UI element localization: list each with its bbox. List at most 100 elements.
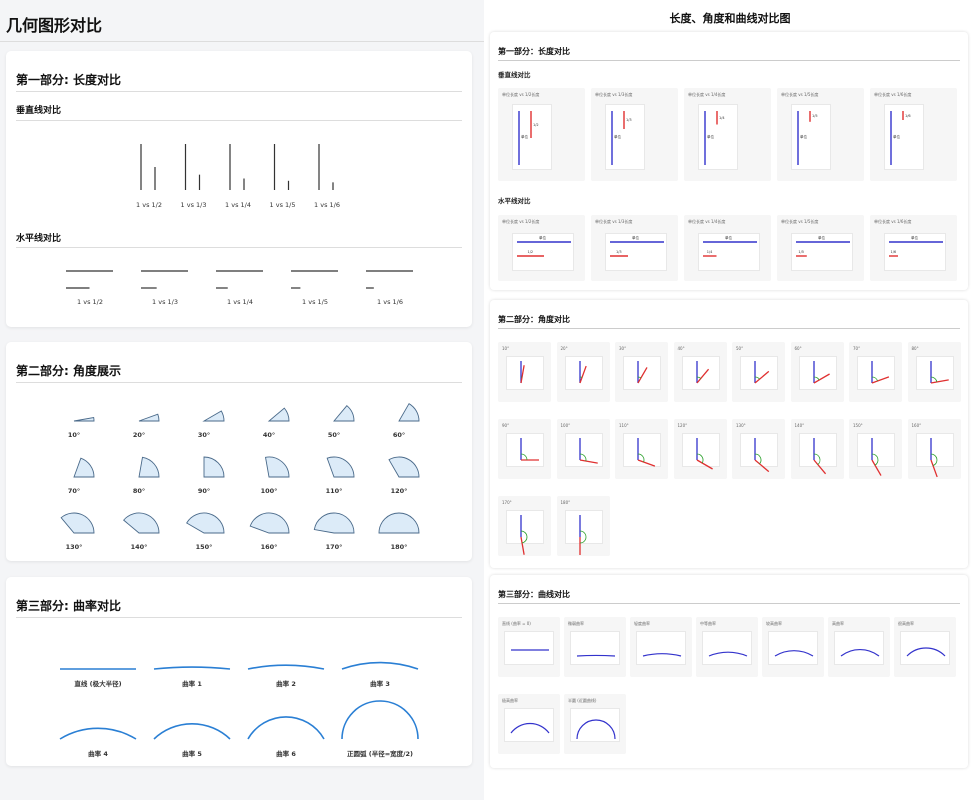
- angle-sector: [60, 512, 95, 534]
- angle-tile-label: 130°: [736, 423, 746, 428]
- angle-label: 100°: [260, 487, 278, 495]
- angle-tile: 60°: [790, 342, 844, 402]
- curve-line: [642, 653, 682, 657]
- unit-text: 单位: [725, 236, 732, 240]
- tile-canvas: 单位 1/6: [884, 104, 924, 170]
- angle-arc: [754, 453, 762, 465]
- angle-figure: [929, 438, 938, 478]
- rotated-red-line: [696, 459, 713, 470]
- angle-canvas: [857, 356, 895, 390]
- divider: [16, 91, 462, 92]
- unit-text: 单位: [800, 135, 807, 139]
- rotated-red-line: [813, 373, 830, 384]
- angle-tile: 170°: [498, 496, 551, 556]
- angle-canvas: [623, 356, 661, 390]
- horizontal-ratio-label: 1 vs 1/3: [152, 298, 178, 306]
- angle-figure: [812, 438, 826, 475]
- angle-arc: [871, 376, 879, 382]
- curve-figure: [511, 649, 549, 651]
- curvature-arcs: [59, 661, 419, 740]
- tile-label: 单位长度 vs 1/6长度: [874, 219, 912, 224]
- angle-figure: [812, 361, 830, 384]
- fraction-text: 1/2: [533, 122, 539, 127]
- curve-tile: 很高曲率: [894, 617, 956, 677]
- curve-figure: [642, 653, 682, 657]
- angle-figure: [520, 515, 528, 555]
- curve-line: [906, 647, 946, 657]
- rotated-red-line: [578, 365, 587, 384]
- angle-figure: [754, 361, 770, 384]
- right-length-card: 第一部分：长度对比 垂直线对比 水平线对比 单位长度 vs 1/2长度 单位 1/2…: [490, 32, 968, 290]
- rotated-red-line: [929, 459, 938, 478]
- length-tile: 单位长度 vs 1/2长度 单位 1/2: [498, 88, 585, 181]
- divider: [498, 328, 960, 329]
- angle-label: 130°: [65, 543, 83, 551]
- curvature-label: 曲率 5: [182, 750, 202, 758]
- angle-arc: [520, 530, 528, 544]
- angle-sector: [138, 456, 160, 478]
- tile-label: 单位长度 vs 1/5长度: [781, 219, 819, 224]
- angle-tile-label: 10°: [502, 346, 510, 351]
- curve-figure: [906, 647, 946, 657]
- angle-label: 180°: [390, 543, 408, 551]
- curve-tile-label: 轻度曲率: [634, 621, 650, 626]
- angle-tile: 110°: [615, 419, 668, 479]
- vertical-ratio-label: 1 vs 1/2: [136, 201, 162, 209]
- curve-line: [774, 650, 814, 657]
- vertical-ratio-label: 1 vs 1/6: [314, 201, 340, 209]
- curve-arc: [341, 661, 419, 670]
- fraction-text: 1/5: [812, 114, 818, 119]
- divider: [498, 603, 960, 604]
- horizontal-ratio-label: 1 vs 1/5: [302, 298, 328, 306]
- angle-sector: [73, 457, 95, 478]
- curve-arc: [341, 700, 419, 740]
- tile-label: 单位长度 vs 1/2长度: [502, 219, 540, 224]
- angle-label: 110°: [325, 487, 343, 495]
- angle-tile-label: 60°: [794, 346, 802, 351]
- angle-canvas: [506, 356, 544, 390]
- rotated-red-line: [520, 536, 525, 555]
- angle-tile: 50°: [732, 342, 785, 402]
- unit-text: 单位: [539, 236, 546, 240]
- angle-canvas: [857, 433, 895, 476]
- unit-text: 单位: [818, 236, 825, 240]
- angle-tile-label: 40°: [677, 346, 685, 351]
- angle-arc: [813, 376, 820, 381]
- angle-canvas: [740, 433, 778, 473]
- angle-tile-label: 70°: [853, 346, 861, 351]
- angle-sector: [267, 407, 290, 422]
- horizontal-subtitle: 水平线对比: [16, 234, 62, 244]
- angle-canvas: [798, 433, 837, 475]
- unit-text: 单位: [893, 135, 900, 139]
- rotated-red-line: [637, 459, 656, 467]
- curve-arc: [153, 723, 231, 740]
- right-angle-title: 第二部分：角度对比: [498, 315, 570, 324]
- angle-label: 70°: [67, 487, 81, 495]
- length-card: 第一部分: 长度对比 垂直线对比 水平线对比 1 vs 1/2 1 vs 1/2 1…: [6, 51, 472, 327]
- right-length-title: 第一部分：长度对比: [498, 47, 570, 56]
- angle-sector: [326, 456, 355, 478]
- curvature-label: 曲率 2: [276, 680, 296, 688]
- curve-canvas: [834, 631, 884, 665]
- curve-arc: [59, 727, 137, 740]
- horizontal-ratio-label: 1 vs 1/4: [227, 298, 253, 306]
- angle-sector: [249, 512, 290, 534]
- curve-tile-label: 直线 (曲率 = 0): [502, 621, 531, 626]
- fraction-text: 1/6: [905, 113, 911, 118]
- right-curve-card: 第三部分：曲线对比 直线 (曲率 = 0) 微弱曲率 轻度曲率 中等曲率 较高曲率 高曲率…: [490, 575, 968, 768]
- angle-arc: [754, 376, 760, 380]
- right-angle-card: 第二部分：角度对比 10° 20° 30° 40° 50° 60° 70° 80° 90° 100…: [490, 300, 968, 568]
- length-tile: 单位长度 vs 1/5长度 单位 1/5: [777, 88, 864, 181]
- curve-tile: 较高曲率: [762, 617, 824, 677]
- angle-figure: [520, 361, 525, 384]
- unit-text: 单位: [521, 135, 528, 139]
- angle-sector: [333, 405, 355, 422]
- length-tile: 单位长度 vs 1/4长度 单位 1/4: [684, 88, 771, 181]
- length-tile: 单位长度 vs 1/3长度 单位 1/3: [591, 88, 678, 181]
- angle-canvas: [506, 433, 544, 467]
- angle-tile: 70°: [849, 342, 902, 402]
- fraction-text: 1/2: [527, 250, 534, 254]
- curve-tile: 极高曲率: [498, 694, 560, 754]
- rotated-red-line: [871, 376, 890, 384]
- angle-figure: [578, 438, 598, 464]
